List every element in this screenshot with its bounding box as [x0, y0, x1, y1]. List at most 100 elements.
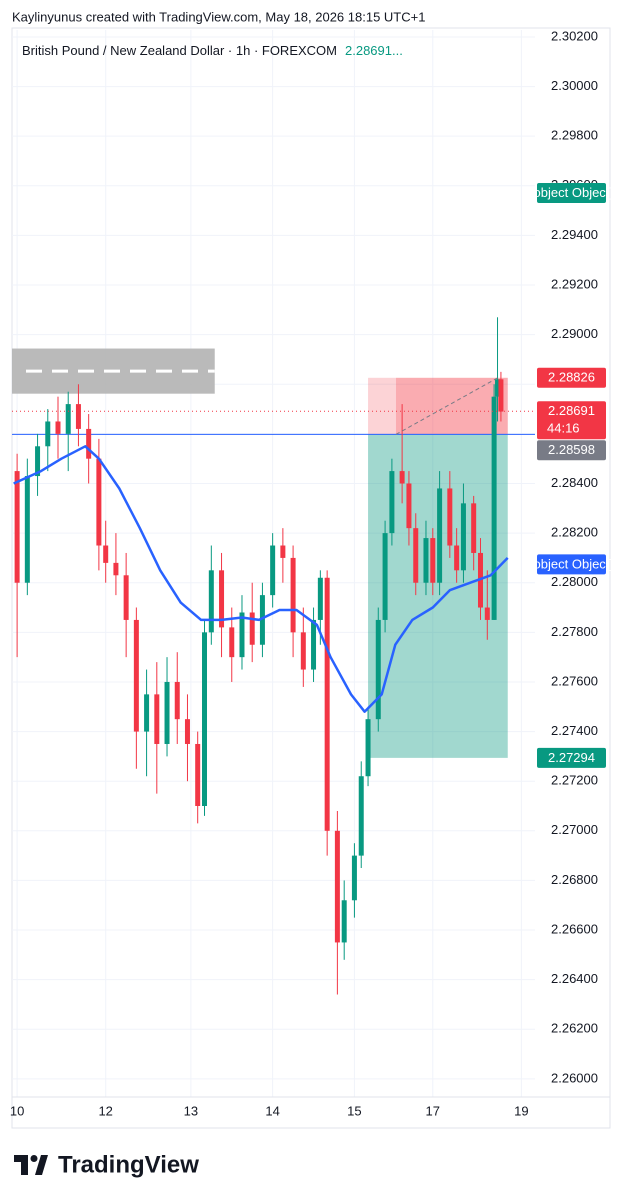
target-zone: [368, 434, 508, 758]
y-tick-label: 2.27600: [551, 673, 598, 688]
candle-body: [495, 379, 501, 397]
y-tick-label: 2.29800: [551, 128, 598, 143]
y-tick-label: 2.26800: [551, 872, 598, 887]
candle-body: [351, 855, 357, 901]
candle-body: [55, 421, 61, 434]
candle-body: [45, 421, 51, 447]
price-badge-label: [object Object]: [530, 556, 613, 571]
y-tick-label: 2.27400: [551, 723, 598, 738]
moving-average: [13, 445, 509, 713]
price-badge: [537, 554, 606, 575]
candle-body: [491, 396, 497, 620]
candle-body: [437, 488, 443, 583]
stop-zone: [368, 377, 508, 435]
candle-body: [460, 503, 466, 571]
logo-mark: [35, 1155, 48, 1175]
candle-body: [484, 607, 490, 620]
candle-body: [259, 595, 265, 645]
candle-body: [447, 488, 453, 546]
logo-mark: [30, 1155, 38, 1162]
y-tick-label: 2.28000: [551, 574, 598, 589]
y-tick-label: 2.29400: [551, 227, 598, 242]
candle-body: [389, 471, 395, 534]
candle-body: [280, 545, 286, 558]
candle-body: [413, 528, 419, 583]
candle-body: [358, 776, 364, 856]
candle-body: [454, 545, 460, 571]
candle-body: [430, 538, 436, 583]
price-badge-label: 2.28691: [548, 403, 595, 418]
y-tick-label: 2.27200: [551, 773, 598, 788]
candle-body: [334, 830, 340, 943]
candle-body: [324, 577, 330, 831]
candle-body: [202, 632, 208, 806]
price-badge-label: 2.28826: [548, 370, 595, 385]
candle-body: [229, 627, 235, 658]
candle-body: [406, 483, 412, 529]
candle-body: [164, 681, 170, 744]
x-tick-label: 14: [265, 1103, 279, 1118]
candle-body: [195, 743, 201, 806]
y-tick-label: 2.29200: [551, 276, 598, 291]
y-tick-label: 2.30000: [551, 78, 598, 93]
candle-body: [300, 632, 306, 670]
candle-body: [399, 471, 405, 484]
candle-body: [24, 476, 30, 583]
candle-body: [341, 900, 347, 943]
price-badge: [537, 367, 606, 388]
candle-body: [249, 612, 255, 645]
x-tick-label: 15: [347, 1103, 361, 1118]
candle-body: [14, 471, 20, 583]
candle-body: [184, 719, 190, 744]
candle-body: [123, 575, 129, 620]
x-tick-label: 17: [426, 1103, 440, 1118]
x-tick-label: 13: [184, 1103, 198, 1118]
y-tick-label: 2.29000: [551, 326, 598, 341]
candle-body: [382, 533, 388, 620]
y-tick-label: 2.26400: [551, 971, 598, 986]
y-tick-label: 2.27800: [551, 624, 598, 639]
logo-text: TradingView: [58, 1151, 199, 1178]
candle-body: [65, 404, 71, 434]
candle-body: [311, 619, 317, 670]
symbol-title: British Pound / New Zealand Dollar · 1h …: [22, 43, 337, 58]
price-badge: [537, 747, 606, 768]
y-tick-label: 2.28200: [551, 525, 598, 540]
title-price: 2.28691...: [345, 43, 403, 58]
candle-body: [471, 503, 477, 553]
countdown-label: 44:16: [547, 421, 580, 436]
candle-body: [133, 619, 139, 732]
candle-body: [290, 557, 296, 633]
candle-body: [103, 545, 109, 563]
candle-body: [96, 458, 102, 546]
candle-body: [239, 612, 245, 658]
chart-frame: [11, 27, 611, 1129]
position-arrow: [395, 377, 498, 435]
candle-body: [208, 570, 214, 633]
price-badge: [537, 440, 606, 461]
candle-body: [86, 428, 92, 459]
attribution: Kaylinyunus created with TradingView.com…: [12, 9, 425, 24]
x-tick-label: 19: [514, 1103, 528, 1118]
candle-body: [144, 694, 150, 732]
logo: TradingView: [14, 1151, 199, 1178]
logo-mark: [21, 1155, 28, 1175]
price-badge: [537, 401, 606, 440]
candle-body: [365, 719, 371, 777]
price-badge: [537, 182, 606, 203]
candle-body: [498, 379, 504, 412]
candle-body: [375, 619, 381, 720]
candle-body: [75, 404, 81, 429]
price-badge-label: 2.28598: [548, 442, 595, 457]
candle-body: [113, 562, 119, 576]
y-tick-label: 2.26000: [551, 1070, 598, 1085]
candle-body: [154, 694, 160, 744]
y-tick-label: 2.28400: [551, 475, 598, 490]
candle-body: [35, 446, 41, 477]
candle-body: [423, 538, 429, 583]
price-badge-label: 2.27294: [548, 750, 595, 765]
price-badge-label: [object Object]: [530, 185, 613, 200]
candle-body: [219, 570, 225, 628]
y-tick-label: 2.30200: [551, 28, 598, 43]
